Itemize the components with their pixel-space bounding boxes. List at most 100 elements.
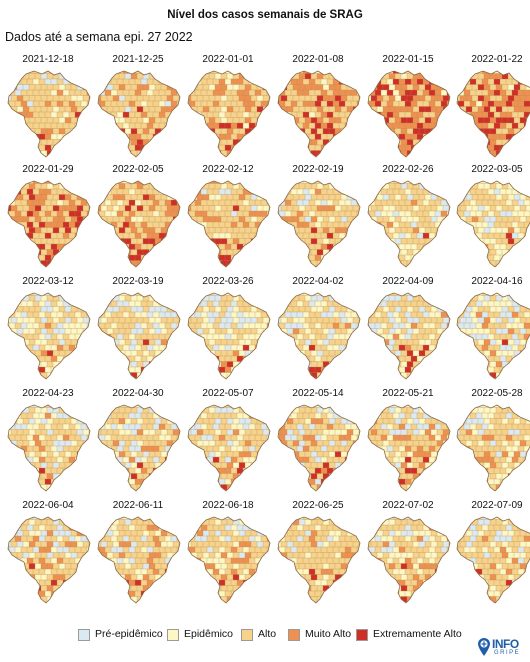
brazil-map xyxy=(367,180,451,268)
region-cell xyxy=(50,133,58,141)
region-cell xyxy=(196,227,204,234)
region-cell xyxy=(224,322,232,330)
region-cell xyxy=(404,254,412,262)
region-cell xyxy=(296,133,304,141)
region-cell xyxy=(292,216,300,223)
region-cell xyxy=(70,249,78,256)
region-cell xyxy=(332,210,340,218)
region-cell xyxy=(298,339,306,346)
region-cell xyxy=(226,238,234,245)
region-cell xyxy=(202,205,210,212)
region-cell xyxy=(218,366,226,374)
region-cell xyxy=(110,322,118,330)
region-cell xyxy=(152,122,160,130)
region-cell xyxy=(352,95,360,102)
region-cell xyxy=(44,311,52,319)
region-cell xyxy=(310,306,318,313)
region-cell xyxy=(278,295,282,302)
region-cell xyxy=(232,205,240,212)
region-cell xyxy=(304,227,312,234)
region-cell xyxy=(100,350,108,357)
region-cell xyxy=(74,311,82,319)
region-cell xyxy=(130,227,138,234)
region-cell xyxy=(332,71,340,75)
region-cell xyxy=(266,78,270,86)
region-cell xyxy=(148,150,156,157)
region-cell xyxy=(238,205,246,212)
region-cell xyxy=(358,73,360,80)
region-cell xyxy=(128,221,136,229)
region-cell xyxy=(278,144,286,152)
region-cell xyxy=(442,95,450,102)
region-cell xyxy=(122,344,130,352)
region-cell xyxy=(74,366,82,374)
region-cell xyxy=(356,300,360,308)
region-cell xyxy=(505,199,513,207)
region-cell xyxy=(152,232,160,240)
region-cell xyxy=(14,133,22,141)
region-cell xyxy=(196,128,204,135)
region-cell xyxy=(128,199,136,207)
region-cell xyxy=(392,199,400,207)
region-cell xyxy=(22,484,30,491)
region-cell xyxy=(88,150,90,157)
region-cell xyxy=(230,333,238,341)
region-cell xyxy=(10,205,18,212)
region-cell xyxy=(122,377,130,379)
region-cell xyxy=(262,249,270,256)
region-cell xyxy=(525,372,530,379)
region-cell xyxy=(248,377,256,379)
region-cell xyxy=(302,89,310,97)
region-cell xyxy=(286,205,294,212)
region-cell xyxy=(64,194,72,201)
region-cell xyxy=(471,216,479,223)
region-cell xyxy=(212,100,220,108)
region-cell xyxy=(100,183,108,190)
region-cell xyxy=(310,350,318,357)
region-cell xyxy=(26,322,34,330)
region-cell xyxy=(134,78,142,86)
region-cell xyxy=(130,194,138,201)
region-cell xyxy=(98,232,106,240)
region-cell xyxy=(8,221,16,229)
region-cell xyxy=(118,183,126,190)
region-cell xyxy=(142,328,150,335)
region-cell xyxy=(34,84,42,91)
region-cell xyxy=(493,188,501,196)
region-cell xyxy=(64,361,72,368)
region-cell xyxy=(459,150,467,157)
panel-date-label: 2022-01-01 xyxy=(202,54,254,65)
region-cell xyxy=(140,181,148,185)
region-cell xyxy=(218,377,226,379)
region-cell xyxy=(499,243,507,251)
region-cell xyxy=(44,210,52,218)
region-cell xyxy=(38,456,46,464)
region-cell xyxy=(302,155,310,157)
region-cell xyxy=(98,78,100,86)
region-cell xyxy=(292,84,300,91)
map-panel: 2022-02-19 xyxy=(274,164,362,272)
region-cell xyxy=(442,306,450,313)
region-cell xyxy=(236,122,244,130)
region-cell xyxy=(106,194,114,201)
region-cell xyxy=(142,317,150,324)
region-cell xyxy=(398,243,406,251)
region-cell xyxy=(457,144,459,152)
region-cell xyxy=(104,199,112,207)
region-cell xyxy=(344,181,352,185)
region-cell xyxy=(26,423,34,431)
region-cell xyxy=(517,210,525,218)
region-cell xyxy=(22,150,30,157)
region-cell xyxy=(350,333,358,341)
region-cell xyxy=(142,216,150,223)
region-cell xyxy=(106,339,114,346)
region-cell xyxy=(448,249,450,256)
region-cell xyxy=(158,366,166,374)
region-cell xyxy=(457,181,459,185)
region-cell xyxy=(448,361,450,368)
region-cell xyxy=(82,418,90,425)
region-cell xyxy=(112,106,120,113)
region-cell xyxy=(489,249,497,256)
region-cell xyxy=(8,111,10,119)
region-cell xyxy=(124,216,132,223)
